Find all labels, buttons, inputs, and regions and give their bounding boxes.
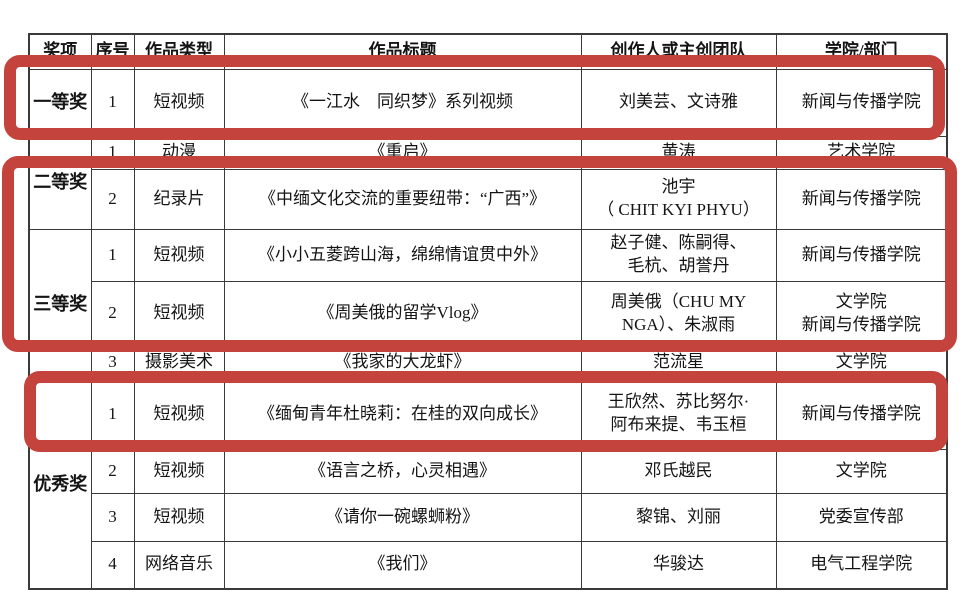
cell-college: 新闻与传播学院 <box>775 68 948 137</box>
table-row: 4 网络音乐 《我们》 华骏达 电气工程学院 <box>29 540 948 590</box>
cell-type: 短视频 <box>133 280 225 347</box>
cell-creator: 华骏达 <box>580 540 777 590</box>
cell-college: 文学院 <box>775 448 948 494</box>
table-row: 3 摄影美术 《我家的大龙虾》 范流星 文学院 <box>29 345 948 380</box>
table-row: 2 短视频 《周美俄的留学Vlog》 周美俄（CHU MY NGA）、朱淑雨 文… <box>29 280 948 347</box>
cell-no: 3 <box>90 345 135 380</box>
award-label-third-prize: 三等奖 <box>28 228 92 380</box>
cell-type: 短视频 <box>133 378 225 450</box>
cell-creator: 黄涛 <box>580 135 777 170</box>
cell-title: 《一江水 同织梦》系列视频 <box>223 68 582 137</box>
cell-college: 党委宣传部 <box>775 492 948 542</box>
cell-type: 短视频 <box>133 448 225 494</box>
header-no: 序号 <box>90 33 135 70</box>
cell-creator: 范流星 <box>580 345 777 380</box>
cell-title: 《周美俄的留学Vlog》 <box>223 280 582 347</box>
cell-type: 动漫 <box>133 135 225 170</box>
header-type: 作品类型 <box>133 33 225 70</box>
cell-no: 2 <box>90 168 135 230</box>
cell-title: 《缅甸青年杜晓莉：在桂的双向成长》 <box>223 378 582 450</box>
cell-type: 短视频 <box>133 228 225 282</box>
header-title: 作品标题 <box>223 33 582 70</box>
table-row: 2 短视频 《语言之桥，心灵相遇》 邓氏越民 文学院 <box>29 448 948 494</box>
cell-no: 3 <box>90 492 135 542</box>
cell-title: 《小小五菱跨山海，绵绵情谊贯中外》 <box>223 228 582 282</box>
cell-no: 1 <box>90 378 135 450</box>
table-row: 一等奖 1 短视频 《一江水 同织梦》系列视频 刘美芸、文诗雅 新闻与传播学院 <box>28 68 948 137</box>
table-row: 优秀奖 1 短视频 《缅甸青年杜晓莉：在桂的双向成长》 王欣然、苏比努尔· 阿布… <box>28 378 948 590</box>
award-results-table: 奖项 序号 作品类型 作品标题 创作人或主创团队 学院/部门 一等奖 1 短视频… <box>28 33 948 590</box>
table-row: 3 短视频 《请你一碗螺蛳粉》 黎锦、刘丽 党委宣传部 <box>29 492 948 542</box>
cell-creator: 王欣然、苏比努尔· 阿布来提、韦玉桓 <box>580 378 777 450</box>
cell-type: 摄影美术 <box>133 345 225 380</box>
cell-title: 《中缅文化交流的重要纽带：“广西”》 <box>223 168 582 230</box>
header-creator: 创作人或主创团队 <box>580 33 777 70</box>
header-college: 学院/部门 <box>775 33 948 70</box>
cell-no: 2 <box>90 448 135 494</box>
award-label-excellence-prize: 优秀奖 <box>28 378 92 590</box>
cell-no: 1 <box>90 68 135 137</box>
cell-title: 《重启》 <box>223 135 582 170</box>
award-label-first-prize: 一等奖 <box>28 68 92 137</box>
cell-no: 2 <box>90 280 135 347</box>
cell-creator: 黎锦、刘丽 <box>580 492 777 542</box>
cell-creator: 池宇 （ CHIT KYI PHYU） <box>580 168 777 230</box>
table-row: 2 纪录片 《中缅文化交流的重要纽带：“广西”》 池宇 （ CHIT KYI P… <box>29 168 948 230</box>
table-row: 三等奖 1 短视频 《小小五菱跨山海，绵绵情谊贯中外》 赵子健、陈嗣得、 毛杭、… <box>28 228 948 380</box>
cell-title: 《语言之桥，心灵相遇》 <box>223 448 582 494</box>
cell-college: 新闻与传播学院 <box>775 168 948 230</box>
cell-college: 艺术学院 <box>775 135 948 170</box>
cell-no: 4 <box>90 540 135 590</box>
cell-no: 1 <box>90 228 135 282</box>
cell-title: 《我家的大龙虾》 <box>223 345 582 380</box>
cell-creator: 赵子健、陈嗣得、 毛杭、胡誉丹 <box>580 228 777 282</box>
cell-college: 电气工程学院 <box>775 540 948 590</box>
cell-title: 《我们》 <box>223 540 582 590</box>
cell-type: 短视频 <box>133 492 225 542</box>
cell-creator: 周美俄（CHU MY NGA）、朱淑雨 <box>580 280 777 347</box>
cell-title: 《请你一碗螺蛳粉》 <box>223 492 582 542</box>
cell-type: 短视频 <box>133 68 225 137</box>
cell-no: 1 <box>90 135 135 170</box>
cell-creator: 邓氏越民 <box>580 448 777 494</box>
cell-type: 纪录片 <box>133 168 225 230</box>
award-label-second-prize: 二等奖 <box>28 135 92 230</box>
table-header-row: 奖项 序号 作品类型 作品标题 创作人或主创团队 学院/部门 <box>28 33 948 70</box>
cell-college: 文学院 新闻与传播学院 <box>775 280 948 347</box>
cell-creator: 刘美芸、文诗雅 <box>580 68 777 137</box>
cell-college: 新闻与传播学院 <box>775 228 948 282</box>
header-award: 奖项 <box>28 33 92 70</box>
table-row: 二等奖 1 动漫 《重启》 黄涛 艺术学院 <box>28 135 948 230</box>
cell-college: 文学院 <box>775 345 948 380</box>
cell-type: 网络音乐 <box>133 540 225 590</box>
cell-college: 新闻与传播学院 <box>775 378 948 450</box>
